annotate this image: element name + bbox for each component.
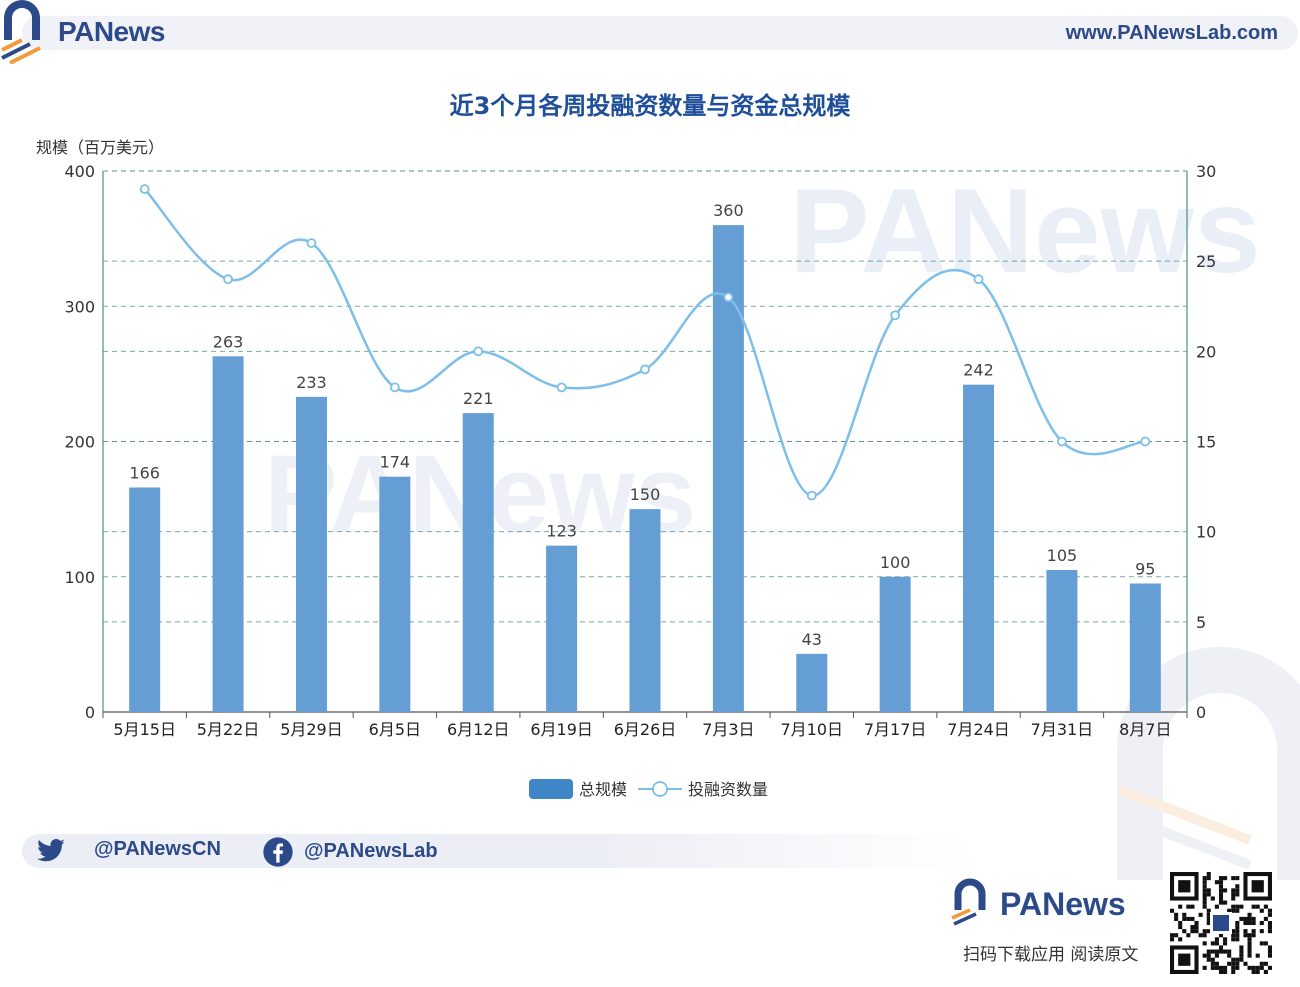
site-url-link[interactable]: www.PANewsLab.com	[1065, 22, 1278, 44]
bar	[1129, 583, 1161, 712]
line-point	[389, 382, 400, 393]
y2-tick-label: 5	[1196, 613, 1206, 632]
legend-bar-swatch	[529, 779, 573, 799]
bar	[546, 545, 578, 712]
x-tick-label: 6月5日	[369, 720, 421, 739]
bar	[212, 356, 244, 712]
bar	[712, 225, 744, 712]
y2-tick-label: 0	[1196, 703, 1206, 722]
y-tick-label: 400	[64, 162, 95, 181]
bar-value-label: 100	[880, 553, 911, 572]
bar-value-label: 233	[296, 373, 327, 392]
x-tick-label: 7月17日	[864, 720, 927, 739]
x-tick-label: 6月12日	[447, 720, 510, 739]
bar-value-label: 360	[713, 201, 744, 220]
y2-tick-label: 10	[1196, 523, 1216, 542]
line-point	[1140, 436, 1151, 447]
line-point	[806, 490, 817, 501]
decorative-arch-icon	[1117, 647, 1300, 880]
bar-value-label: 95	[1135, 560, 1155, 579]
y2-tick-label: 20	[1196, 342, 1216, 361]
line-point	[473, 346, 484, 357]
facebook-icon[interactable]	[262, 836, 294, 868]
bar-value-label: 150	[630, 485, 661, 504]
bar	[295, 396, 327, 712]
watermark-text: PANews	[789, 164, 1260, 298]
twitter-icon[interactable]	[36, 836, 66, 866]
bar-value-label: 221	[463, 389, 494, 408]
facebook-handle[interactable]: @PANewsLab	[304, 840, 438, 862]
bar	[379, 476, 411, 712]
bar-value-label: 43	[802, 630, 822, 649]
twitter-handle[interactable]: @PANewsCN	[94, 838, 221, 860]
bar-value-label: 242	[963, 361, 994, 380]
bar	[629, 509, 661, 712]
x-tick-label: 7月10日	[780, 720, 843, 739]
y2-tick-label: 15	[1196, 433, 1216, 452]
line-point	[723, 292, 734, 303]
social-bar	[22, 834, 972, 868]
x-tick-label: 7月31日	[1031, 720, 1094, 739]
bar-value-label: 174	[380, 453, 411, 472]
bar	[462, 413, 494, 712]
y-tick-label: 200	[64, 433, 95, 452]
x-tick-label: 5月29日	[280, 720, 343, 739]
bar	[1046, 569, 1078, 712]
line-point	[306, 238, 317, 249]
header-bar	[22, 16, 1298, 50]
bar-value-label: 123	[546, 522, 577, 541]
line-point	[1057, 436, 1067, 447]
panews-logo-icon	[1, 0, 41, 64]
bar-value-label: 166	[129, 463, 160, 482]
legend-line-label: 投融资数量	[688, 780, 768, 799]
chart-title: 近3个月各周投融资数量与资金总规模	[449, 92, 851, 120]
bar	[796, 653, 828, 712]
footer-logo-icon	[951, 878, 986, 926]
y-tick-label: 0	[85, 703, 95, 722]
line-point	[223, 274, 233, 285]
y-tick-label: 300	[64, 297, 95, 316]
x-tick-label: 6月26日	[614, 720, 677, 739]
legend-bar-label: 总规模	[579, 780, 627, 799]
y2-tick-label: 30	[1196, 162, 1216, 181]
bar	[129, 487, 161, 712]
x-tick-label: 5月22日	[197, 720, 260, 739]
qr-code-icon[interactable]	[1170, 872, 1272, 974]
x-tick-label: 6月19日	[530, 720, 593, 739]
line-point	[973, 274, 984, 285]
bar	[879, 576, 911, 712]
bar	[963, 384, 995, 712]
line-point	[890, 310, 901, 321]
brand-name: PANews	[58, 16, 165, 47]
x-tick-label: 7月3日	[702, 720, 754, 739]
bar-value-label: 105	[1047, 546, 1078, 565]
x-tick-label: 8月7日	[1119, 720, 1171, 739]
line-point	[139, 184, 150, 194]
y-tick-label: 100	[64, 568, 95, 587]
line-point	[556, 382, 567, 393]
x-tick-label: 5月15日	[113, 720, 176, 739]
x-tick-label: 7月24日	[947, 720, 1010, 739]
y-axis-title: 规模（百万美元）	[36, 138, 164, 157]
footer-caption: 扫码下载应用 阅读原文	[963, 945, 1139, 965]
bar-value-label: 263	[213, 332, 244, 351]
legend-line-marker	[652, 781, 668, 797]
footer-brand: PANews	[1000, 886, 1126, 922]
y2-tick-label: 25	[1196, 252, 1216, 271]
line-point	[640, 364, 650, 375]
